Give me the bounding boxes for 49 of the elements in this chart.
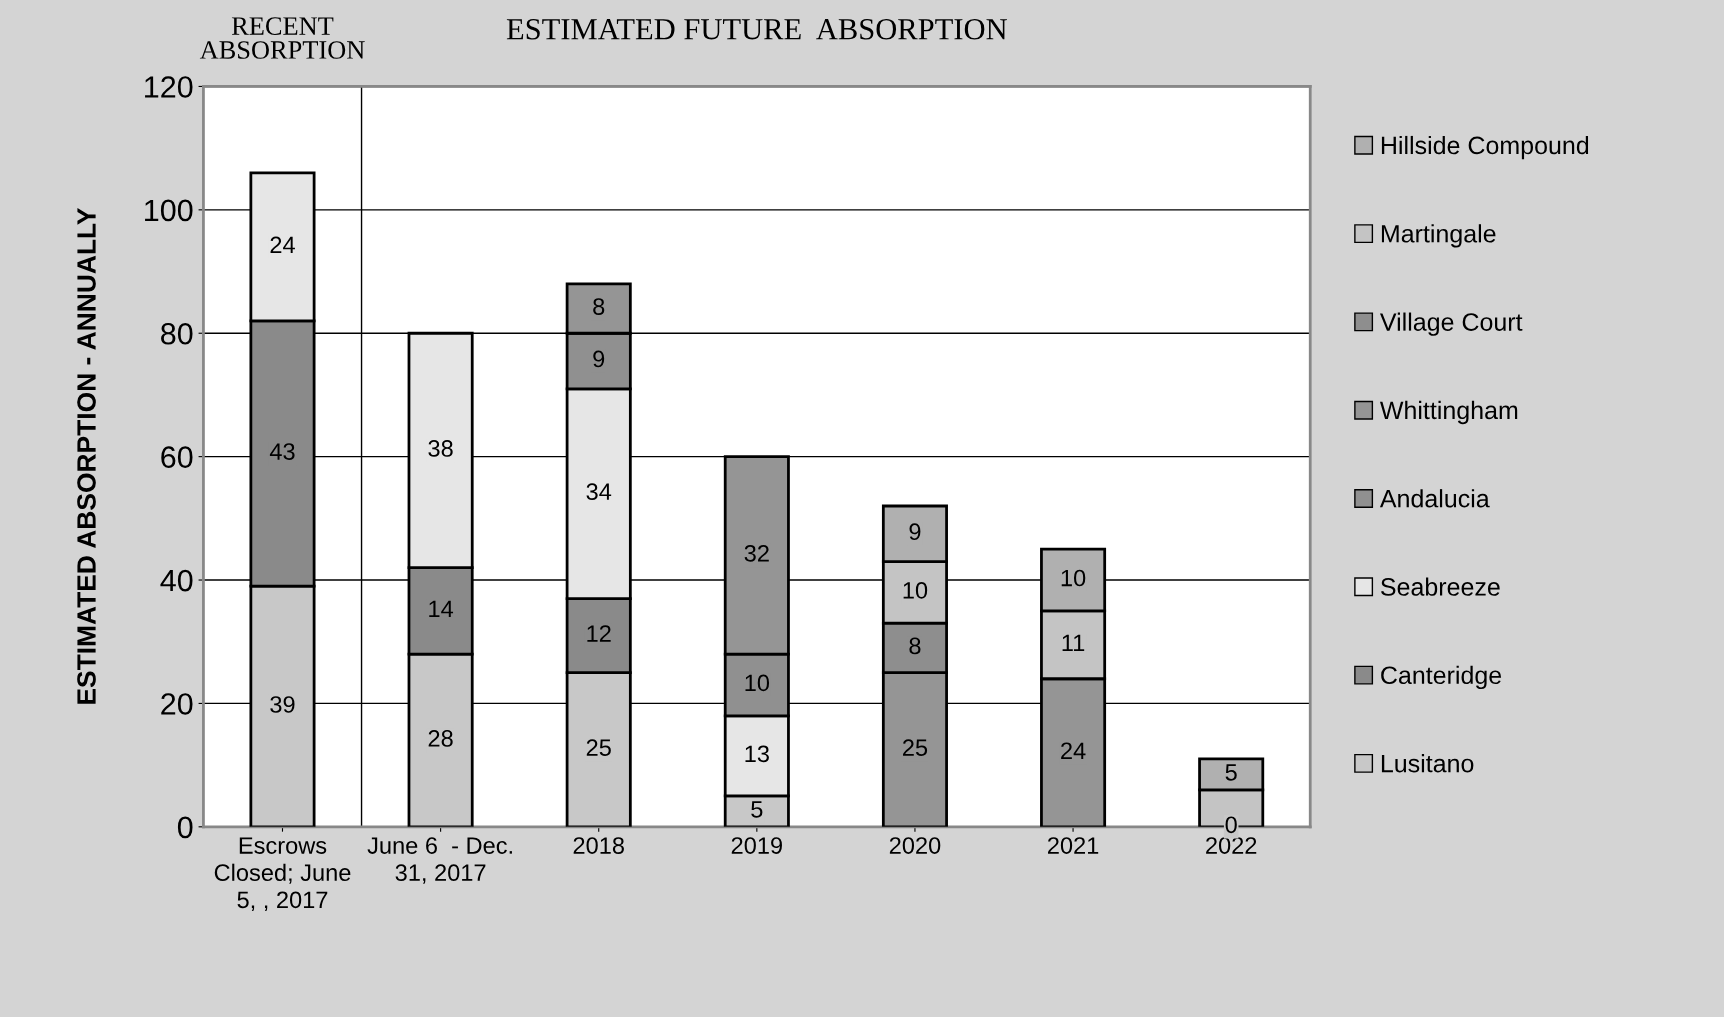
y-tick-label: 0 (177, 816, 193, 839)
y-tick-label: 40 (160, 569, 193, 592)
data-label: 25 (586, 739, 611, 757)
y-tick-label: 100 (145, 199, 193, 222)
x-tick-label: Escrows Closed; June 5, , 2017 (214, 837, 351, 911)
y-tick-label: 80 (161, 322, 193, 345)
y-tick-label: 60 (161, 446, 193, 469)
chart-title: ESTIMATED FUTURE ABSORPTION (506, 18, 1007, 40)
legend-label: Canteridge (1381, 665, 1502, 690)
data-label: 38 (428, 440, 453, 457)
data-label: 34 (586, 483, 612, 500)
y-tick-label: 20 (161, 693, 193, 715)
x-tick-label: 2019 (731, 837, 782, 854)
legend-label: Lusitano (1381, 754, 1474, 773)
y-tick-label: 120 (145, 76, 193, 98)
legend-label: Village Court (1379, 312, 1523, 336)
data-label: 24 (1061, 742, 1086, 759)
data-label: 5 (1225, 764, 1237, 781)
legend-label: Andalucia (1379, 489, 1490, 508)
data-label: 14 (429, 600, 454, 617)
data-label: 8 (909, 637, 921, 655)
legend-label: Hillside Compound (1381, 135, 1589, 160)
data-label: 24 (270, 236, 295, 253)
data-label: 13 (745, 745, 769, 763)
data-label: 39 (270, 696, 295, 713)
data-label: 28 (428, 730, 453, 747)
x-tick-label: 2022 (1206, 837, 1257, 854)
data-label: 11 (1062, 634, 1085, 651)
data-label: 8 (593, 298, 605, 315)
data-label: 10 (903, 581, 928, 599)
y-axis-title: ESTIMATED ABSORPTION - ANNUALLY (77, 208, 96, 704)
data-label: 10 (1061, 569, 1086, 587)
x-tick-label: 2018 (573, 837, 624, 854)
data-label: 32 (744, 544, 769, 562)
data-label: 9 (593, 350, 605, 368)
data-label: 5 (751, 801, 763, 818)
data-label: 10 (745, 674, 770, 692)
legend-label: Whittingham (1379, 400, 1518, 425)
data-label: 9 (909, 523, 921, 541)
x-tick-label: June 6 - Dec. 31, 2017 (367, 837, 512, 884)
data-label: 43 (269, 443, 295, 460)
x-tick-label: 2020 (889, 837, 941, 854)
legend-label: Martingale (1381, 224, 1496, 248)
data-label: 0 (1225, 816, 1237, 834)
legend-label: Seabreeze (1381, 577, 1500, 596)
data-label: 12 (587, 625, 611, 642)
text: RECENT ABSORPTION (199, 17, 365, 59)
x-tick-label: 2021 (1047, 837, 1099, 854)
data-label: 25 (903, 739, 928, 757)
